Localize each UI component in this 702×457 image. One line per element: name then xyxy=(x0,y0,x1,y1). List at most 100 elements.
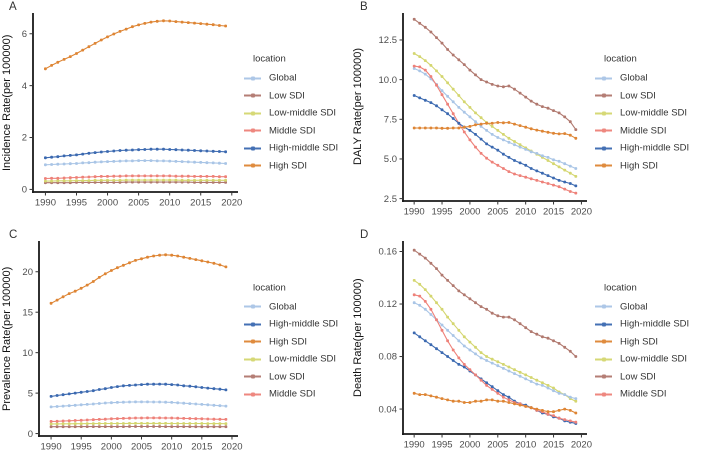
legend-key-icon xyxy=(595,322,612,327)
legend-items: Global High-middle SDI High SDI Low-middle … xyxy=(244,298,338,403)
legend-item: High SDI xyxy=(595,333,689,351)
legend-key-icon xyxy=(595,392,612,397)
legend-point-icon xyxy=(250,76,255,81)
legend-item: Middle SDI xyxy=(595,122,689,140)
svg-text:6: 6 xyxy=(22,29,27,40)
legend-key-icon xyxy=(244,76,261,81)
legend-key-icon xyxy=(595,374,612,379)
svg-text:15: 15 xyxy=(22,307,33,318)
svg-text:2020: 2020 xyxy=(221,442,242,453)
legend-key-icon xyxy=(244,163,261,168)
y-axis-title: Prevalence Rate(per 100000) xyxy=(1,266,13,411)
svg-text:2005: 2005 xyxy=(487,207,508,218)
legend-item: High-middle SDI xyxy=(244,316,338,334)
panel-a: A Incidence Rate(per 100000) 0 2 4 6 1990 199… xyxy=(0,0,351,228)
panel-d: D Death Rate(per 100000) 0.04 0.08 0.12 0.1… xyxy=(351,228,702,457)
svg-text:1995: 1995 xyxy=(431,207,452,218)
legend-point-icon xyxy=(601,163,606,168)
legend-items: Global Low SDI Low-middle SDI Middle SDI Hig… xyxy=(595,70,689,175)
svg-text:2015: 2015 xyxy=(543,207,564,218)
legend-item-label: Low-middle SDI xyxy=(269,107,337,119)
legend-item-label: Global xyxy=(269,72,297,84)
legend-item-label: Global xyxy=(269,301,297,313)
y-axis-title: Incidence Rate(per 100000) xyxy=(1,34,13,171)
legend-key-icon xyxy=(595,128,612,133)
svg-text:1990: 1990 xyxy=(404,440,425,451)
legend: location Global Low SDI Low-middle SDI Midd… xyxy=(595,54,689,175)
svg-text:1995: 1995 xyxy=(66,198,87,209)
legend-point-icon xyxy=(601,76,606,81)
legend: location Global High-middle SDI High SDI Lo… xyxy=(244,282,338,403)
svg-text:1995: 1995 xyxy=(431,440,452,451)
legend-items: Global High-middle SDI High SDI Low-middle … xyxy=(595,298,689,403)
legend-point-icon xyxy=(601,339,606,344)
svg-text:2000: 2000 xyxy=(459,207,480,218)
legend-title: location xyxy=(253,53,286,65)
legend-key-icon xyxy=(244,357,261,362)
svg-text:2.5: 2.5 xyxy=(384,194,397,205)
legend-item: Middle SDI xyxy=(595,386,689,404)
legend-key-icon xyxy=(595,304,612,309)
svg-text:12.5: 12.5 xyxy=(379,35,398,46)
legend-point-icon xyxy=(601,93,606,98)
svg-text:0.12: 0.12 xyxy=(379,299,398,310)
legend-point-icon xyxy=(601,146,606,151)
legend-item-label: Global xyxy=(620,72,648,84)
legend-key-icon xyxy=(595,339,612,344)
legend-item-label: Low-middle SDI xyxy=(269,353,337,365)
svg-text:2010: 2010 xyxy=(515,207,536,218)
y-axis-title: DALY Rate(per 100000) xyxy=(352,48,364,166)
legend-item-label: Middle SDI xyxy=(620,388,667,400)
legend-point-icon xyxy=(601,304,606,309)
legend-point-icon xyxy=(250,392,255,397)
legend-item-label: High SDI xyxy=(269,336,308,348)
svg-text:10: 10 xyxy=(22,348,33,359)
legend-item-label: High SDI xyxy=(620,336,659,348)
legend-title: location xyxy=(253,282,286,293)
legend: location Global High-middle SDI High SDI Lo… xyxy=(595,282,689,403)
legend-point-icon xyxy=(250,128,255,133)
incidence-line-chart: 0 2 4 6 1990 1995 2000 2005 2010 2015 2020 xyxy=(22,13,242,209)
legend-key-icon xyxy=(595,111,612,116)
svg-text:2000: 2000 xyxy=(101,442,122,453)
legend-item-label: Low-middle SDI xyxy=(620,107,688,119)
legend-point-icon xyxy=(250,374,255,379)
legend-point-icon xyxy=(601,111,606,116)
legend-item: Global xyxy=(595,70,689,88)
legend-item: Global xyxy=(244,70,338,88)
svg-text:10.0: 10.0 xyxy=(379,75,398,86)
legend-item-label: Middle SDI xyxy=(620,125,667,137)
legend-point-icon xyxy=(601,392,606,397)
legend-key-icon xyxy=(244,392,261,397)
legend-item: Middle SDI xyxy=(244,386,338,404)
svg-text:0.04: 0.04 xyxy=(379,404,398,415)
legend-item: High SDI xyxy=(244,333,338,351)
legend-point-icon xyxy=(601,357,606,362)
legend-title: location xyxy=(604,53,637,65)
legend-key-icon xyxy=(244,374,261,379)
y-axis-title: Death Rate(per 100000) xyxy=(352,278,364,397)
svg-text:0.08: 0.08 xyxy=(379,352,398,363)
legend-item-label: Low SDI xyxy=(620,90,656,102)
legend-item-label: High-middle SDI xyxy=(269,142,339,154)
legend-item: Low-middle SDI xyxy=(244,105,338,123)
legend-key-icon xyxy=(244,304,261,309)
legend-key-icon xyxy=(595,146,612,151)
legend-key-icon xyxy=(244,128,261,133)
legend-point-icon xyxy=(250,304,255,309)
svg-text:2005: 2005 xyxy=(128,198,149,209)
legend-items: Global Low SDI Low-middle SDI Middle SDI Hig… xyxy=(244,70,338,175)
svg-text:20: 20 xyxy=(22,267,33,278)
legend-key-icon xyxy=(244,322,261,327)
legend-item: Low SDI xyxy=(244,368,338,386)
legend-item: Global xyxy=(595,298,689,316)
legend-key-icon xyxy=(595,76,612,81)
svg-text:2010: 2010 xyxy=(515,440,536,451)
legend-point-icon xyxy=(250,163,255,168)
legend-item-label: Low SDI xyxy=(620,371,656,383)
legend-item: Low-middle SDI xyxy=(244,351,338,369)
legend-item: Global xyxy=(244,298,338,316)
legend-key-icon xyxy=(244,93,261,98)
legend-point-icon xyxy=(250,146,255,151)
